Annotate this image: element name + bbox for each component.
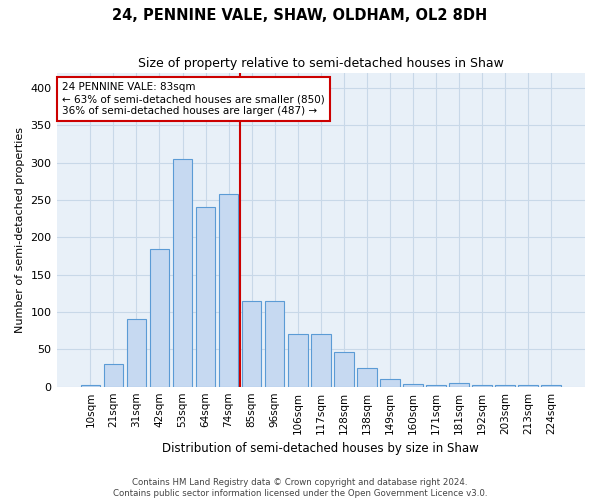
Text: 24, PENNINE VALE, SHAW, OLDHAM, OL2 8DH: 24, PENNINE VALE, SHAW, OLDHAM, OL2 8DH bbox=[112, 8, 488, 22]
Bar bbox=[334, 352, 353, 386]
Bar bbox=[80, 385, 100, 386]
Title: Size of property relative to semi-detached houses in Shaw: Size of property relative to semi-detach… bbox=[138, 58, 504, 70]
Bar bbox=[449, 383, 469, 386]
Y-axis label: Number of semi-detached properties: Number of semi-detached properties bbox=[15, 127, 25, 333]
Bar bbox=[518, 385, 538, 386]
Bar bbox=[242, 301, 262, 386]
Bar bbox=[196, 208, 215, 386]
Bar bbox=[496, 385, 515, 386]
Bar bbox=[311, 334, 331, 386]
Bar bbox=[219, 194, 238, 386]
Bar bbox=[265, 301, 284, 386]
Bar bbox=[288, 334, 308, 386]
Bar bbox=[104, 364, 123, 386]
Bar bbox=[426, 385, 446, 386]
Text: 24 PENNINE VALE: 83sqm
← 63% of semi-detached houses are smaller (850)
36% of se: 24 PENNINE VALE: 83sqm ← 63% of semi-det… bbox=[62, 82, 325, 116]
X-axis label: Distribution of semi-detached houses by size in Shaw: Distribution of semi-detached houses by … bbox=[163, 442, 479, 455]
Bar bbox=[149, 248, 169, 386]
Bar bbox=[357, 368, 377, 386]
Bar bbox=[173, 159, 193, 386]
Text: Contains HM Land Registry data © Crown copyright and database right 2024.
Contai: Contains HM Land Registry data © Crown c… bbox=[113, 478, 487, 498]
Bar bbox=[127, 320, 146, 386]
Bar bbox=[541, 385, 561, 386]
Bar bbox=[380, 379, 400, 386]
Bar bbox=[403, 384, 423, 386]
Bar bbox=[472, 385, 492, 386]
